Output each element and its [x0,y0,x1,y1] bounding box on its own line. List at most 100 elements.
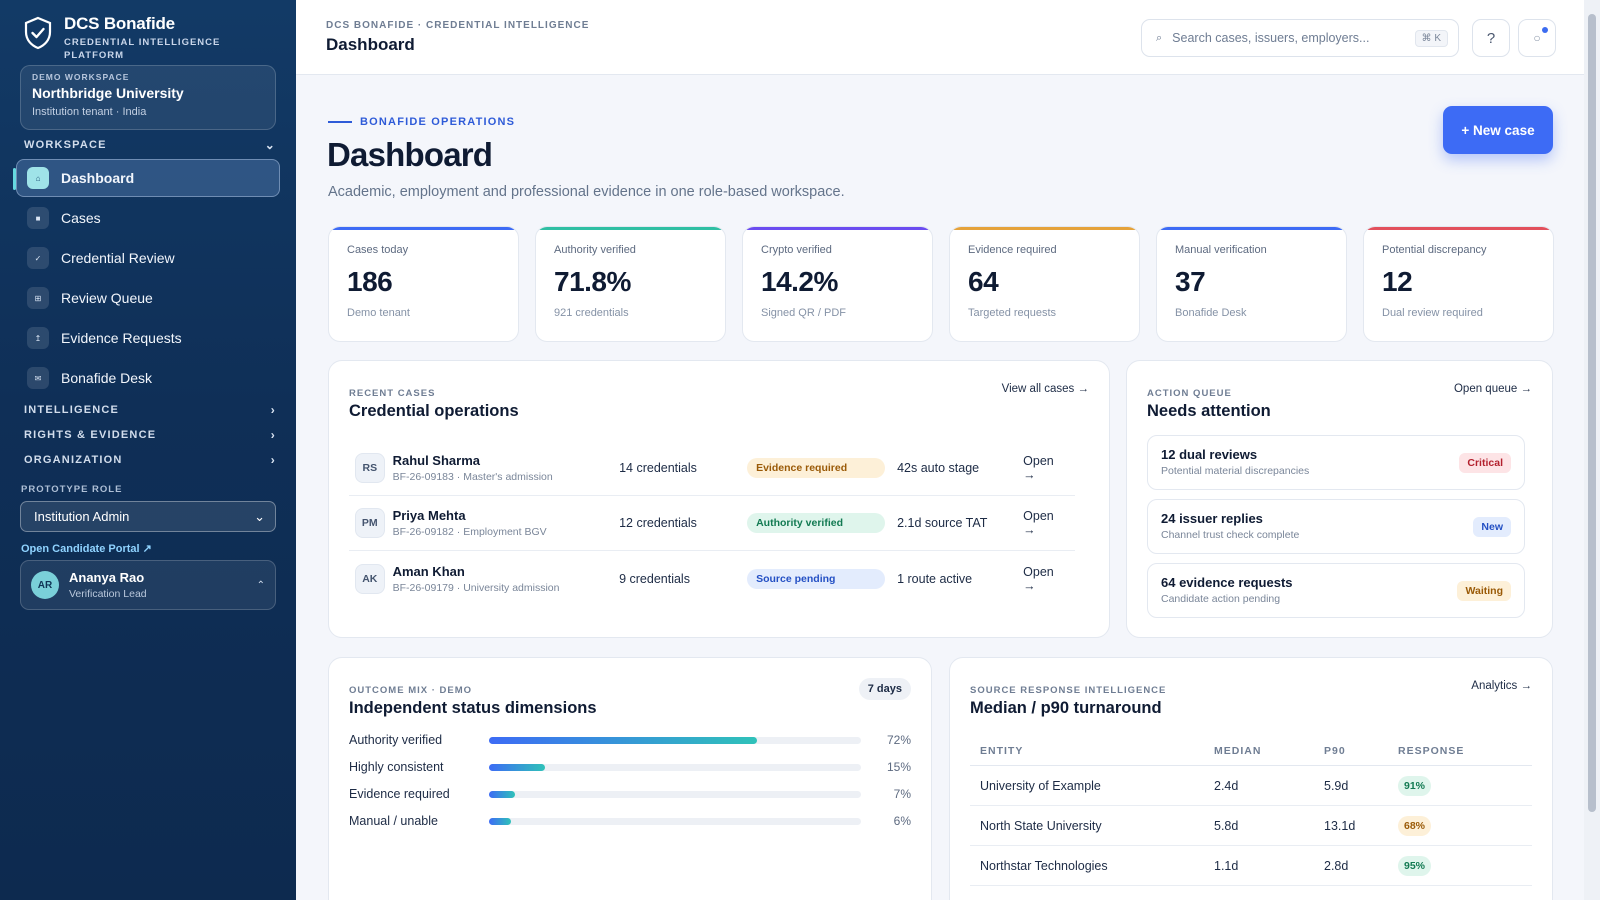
open-case-link[interactable]: Open → [1023,454,1054,482]
view-all-cases-link[interactable]: View all cases → [1001,383,1089,395]
case-timing: 42s auto stage [897,461,980,475]
search-input[interactable]: ⌕ Search cases, issuers, employers... ⌘ … [1141,19,1459,57]
status-badge: Authority verified [747,513,886,533]
kpi-card[interactable]: Authority verified 71.8% 921 credentials [535,226,726,342]
avatar: AK [355,563,385,594]
action-queue-item[interactable]: 24 issuer replies Channel trust check co… [1147,499,1525,554]
section-rights-evidence-toggle[interactable]: RIGHTS & EVIDENCE › [24,428,276,442]
table-row[interactable]: Northstar Technologies 1.1d 2.8d 95% [970,846,1532,886]
home-icon: ⌂ [27,167,49,189]
section-intelligence-toggle[interactable]: INTELLIGENCE › [24,403,276,417]
kpi-label: Potential discrepancy [1382,244,1487,256]
turnaround-card: SOURCE RESPONSE INTELLIGENCE Median / p9… [949,657,1553,900]
open-case-link[interactable]: Open → [1023,564,1054,593]
sidebar-item-review-queue[interactable]: ⊞ Review Queue [16,279,280,317]
help-button[interactable]: ? [1472,19,1510,57]
table-row[interactable]: North State University 5.8d 13.1d 68% [970,806,1532,846]
sidebar-item-credential-review[interactable]: ✓ Credential Review [16,239,280,277]
notifications-button[interactable]: ○ [1518,19,1556,57]
case-meta: BF-26-09179 · University admission [392,581,560,594]
chevron-right-icon: › [270,428,276,442]
entity-cell: Northstar Technologies [980,858,1108,873]
section-workspace-toggle[interactable]: WORKSPACE ⌄ [24,138,276,152]
bar-percent: 6% [893,814,911,828]
workspace-card[interactable]: DEMO WORKSPACE Northbridge University In… [20,65,276,130]
card-title: Independent status dimensions [349,699,597,717]
queue-item-subtitle: Candidate action pending [1161,593,1281,605]
search-shortcut: ⌘ K [1414,29,1448,47]
queue-item-title: 12 dual reviews [1161,447,1258,462]
kpi-value: 71.8% [554,266,631,297]
workspace-name: Northbridge University [32,85,184,101]
sidebar-item-evidence-requests[interactable]: ↥ Evidence Requests [16,319,280,357]
p90-cell: 5.9d [1324,778,1349,793]
median-cell: 2.4d [1214,778,1239,793]
scrollbar-thumb[interactable] [1588,14,1596,812]
table-row[interactable]: PM Priya Mehta BF-26-09182 · Employment … [349,496,1075,551]
candidate-portal-link[interactable]: Open Candidate Portal ↗ [21,543,152,555]
card-eyebrow: ACTION QUEUE [1147,388,1232,399]
open-case-link[interactable]: Open → [1023,509,1054,537]
card-eyebrow: OUTCOME MIX · DEMO [349,685,473,696]
response-badge: 95% [1398,855,1432,876]
table-row[interactable]: RS Rahul Sharma BF-26-09183 · Master's a… [349,441,1075,496]
response-cell: 68% [1398,815,1528,836]
queue-item-subtitle: Channel trust check complete [1161,529,1300,541]
sidebar-item-bonafide-desk[interactable]: ✉ Bonafide Desk [16,359,280,397]
range-selector[interactable]: 7 days [858,678,911,700]
chevron-down-icon: ⌄ [264,138,276,152]
workspace-tag: DEMO WORKSPACE [32,72,130,82]
card-eyebrow: RECENT CASES [349,388,436,399]
page-eyebrow: BONAFIDE OPERATIONS [328,116,515,128]
bar-track [489,736,861,744]
brand[interactable]: DCS Bonafide CREDENTIAL INTELLIGENCE PLA… [24,14,220,62]
sidebar-item-cases[interactable]: ■ Cases [16,199,280,237]
sidebar-item-label: Evidence Requests [61,330,182,346]
outcome-bar-row: Manual / unable 6% [349,813,911,829]
avatar: RS [355,453,385,483]
sidebar-item-dashboard[interactable]: ⌂ Dashboard [13,159,280,197]
response-cell: 91% [1398,775,1528,796]
page-title: Dashboard [327,136,493,173]
kpi-card[interactable]: Crypto verified 14.2% Signed QR / PDF [742,226,933,342]
queue-item-subtitle: Potential material discrepancies [1161,465,1310,477]
brand-name: DCS Bonafide [64,14,175,33]
analytics-link[interactable]: Analytics → [1471,680,1532,692]
open-queue-link[interactable]: Open queue → [1453,383,1532,395]
outcome-bar-row: Evidence required 7% [349,786,911,802]
kpi-card[interactable]: Potential discrepancy 12 Dual review req… [1363,226,1554,342]
new-case-button[interactable]: + New case [1443,106,1553,154]
mail-icon: ✉ [27,367,49,389]
kpi-subtext: Demo tenant [347,307,410,319]
role-select[interactable]: Institution Admin ⌄ [20,501,276,532]
cases-icon: ■ [27,207,49,229]
upload-icon: ↥ [27,327,49,349]
case-meta: BF-26-09183 · Master's admission [392,471,553,483]
kpi-card[interactable]: Cases today 186 Demo tenant [328,226,519,342]
bar-fill [489,763,545,771]
bar-track [489,790,861,798]
card-title: Median / p90 turnaround [970,699,1162,717]
page-lead: Academic, employment and professional ev… [328,184,845,200]
section-organization-toggle[interactable]: ORGANIZATION › [24,453,276,467]
response-badge: 68% [1398,815,1432,836]
sidebar-item-label: Bonafide Desk [61,370,153,386]
action-queue-item[interactable]: 64 evidence requests Candidate action pe… [1147,563,1525,618]
user-menu[interactable]: AR Ananya Rao Verification Lead ⌃ [20,560,276,610]
action-queue-item[interactable]: 12 dual reviews Potential material discr… [1147,435,1525,490]
kpi-card[interactable]: Evidence required 64 Targeted requests [949,226,1140,342]
column-header: RESPONSE [1398,744,1465,757]
queue-item-title: 64 evidence requests [1161,575,1293,590]
kpi-subtext: Dual review required [1382,307,1483,319]
p90-cell: 13.1d [1324,818,1356,833]
search-icon: ⌕ [1156,31,1163,44]
table-row[interactable]: University of Example 2.4d 5.9d 91% [970,766,1532,806]
median-cell: 1.1d [1214,858,1239,873]
bar-fill [489,736,757,744]
table-row[interactable]: AK Aman Khan BF-26-09179 · University ad… [349,551,1075,606]
column-header: MEDIAN [1214,744,1262,757]
case-credentials: 12 credentials [619,516,697,530]
topbar: DCS BONAFIDE · CREDENTIAL INTELLIGENCE D… [296,0,1584,75]
kpi-card[interactable]: Manual verification 37 Bonafide Desk [1156,226,1347,342]
page-scrollbar[interactable] [1584,0,1600,900]
